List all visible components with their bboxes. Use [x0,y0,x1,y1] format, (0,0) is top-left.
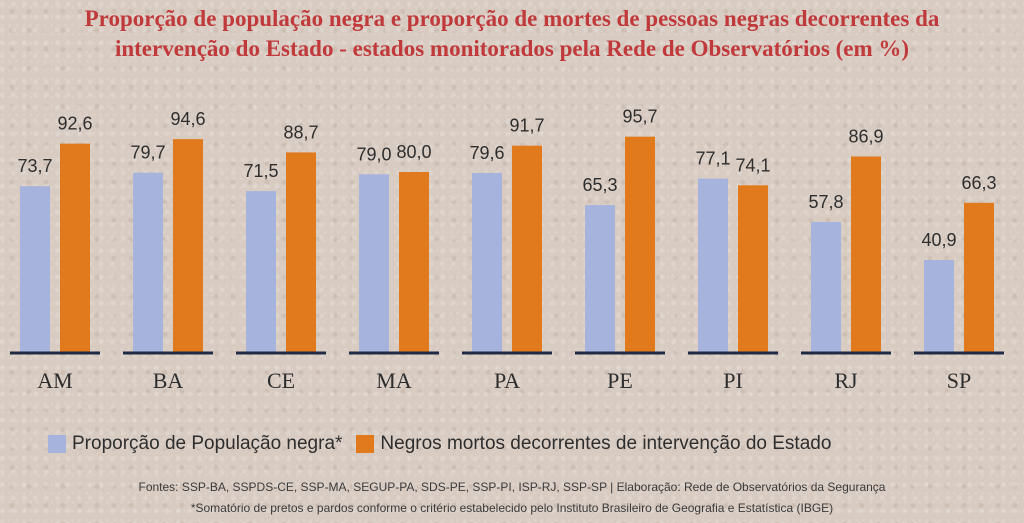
chart-title: Proporção de população negra e proporção… [0,4,1024,64]
bar-am-deaths [60,143,90,352]
data-label-pa-population: 79,6 [469,143,504,163]
data-label-pi-population: 77,1 [695,149,730,169]
data-label-am-population: 73,7 [17,156,52,176]
bar-pe-population [585,205,615,352]
category-label-ma: MA [376,368,412,393]
bar-sp-population [924,259,954,352]
data-label-sp-deaths: 66,3 [961,173,996,193]
category-label-pe: PE [607,368,633,393]
data-label-ba-population: 79,7 [130,143,165,163]
data-label-ma-deaths: 80,0 [396,142,431,162]
data-label-pe-population: 65,3 [582,175,617,195]
sources-note: Fontes: SSP-BA, SSPDS-CE, SSP-MA, SEGUP-… [138,480,886,494]
bar-ba-population [133,172,163,352]
data-label-ba-deaths: 94,6 [170,109,205,129]
bar-am-population [20,186,50,352]
bar-rj-population [811,221,841,352]
data-label-pe-deaths: 95,7 [622,107,657,127]
data-label-ma-population: 79,0 [356,144,391,164]
data-label-rj-deaths: 86,9 [848,126,883,146]
data-label-am-deaths: 92,6 [57,114,92,134]
category-label-sp: SP [947,368,971,393]
footnote: *Somatório de pretos e pardos conforme o… [190,501,834,515]
legend-label-population: Proporção de População negra* [72,433,343,454]
category-label-pa: PA [494,368,520,393]
data-label-pa-deaths: 91,7 [509,116,544,136]
bar-pe-deaths [625,136,655,352]
bar-rj-deaths [851,156,881,352]
data-label-rj-population: 57,8 [808,192,843,212]
bar-pi-deaths [738,185,768,352]
legend-item-population: Proporção de População negra* [48,433,342,455]
bar-ma-deaths [399,172,429,352]
category-label-pi: PI [723,368,743,393]
bar-ma-population [359,174,389,352]
legend-label-deaths: Negros mortos decorrentes de intervenção… [380,433,832,454]
category-label-am: AM [37,368,72,393]
data-label-sp-population: 40,9 [921,230,956,250]
category-label-rj: RJ [834,368,858,393]
bar-ce-population [246,191,276,352]
category-label-ce: CE [267,368,295,393]
legend-swatch-deaths [356,435,375,453]
legend: Proporção de População negra* Negros mor… [48,433,845,455]
bar-pi-population [698,178,728,352]
bar-sp-deaths [964,202,994,352]
data-label-pi-deaths: 74,1 [735,155,770,175]
bar-ba-deaths [173,139,203,352]
legend-swatch-population [48,435,66,453]
bar-ce-deaths [286,152,316,352]
data-label-ce-population: 71,5 [243,161,278,181]
chart-title-line-1: Proporção de população negra e proporção… [84,6,940,31]
data-label-ce-deaths: 88,7 [283,122,318,142]
category-label-ba: BA [153,368,184,393]
bar-pa-deaths [512,145,542,352]
legend-item-deaths: Negros mortos decorrentes de intervenção… [356,433,831,455]
bar-pa-population [472,172,502,352]
chart-title-line-2: intervenção do Estado - estados monitora… [114,36,910,61]
